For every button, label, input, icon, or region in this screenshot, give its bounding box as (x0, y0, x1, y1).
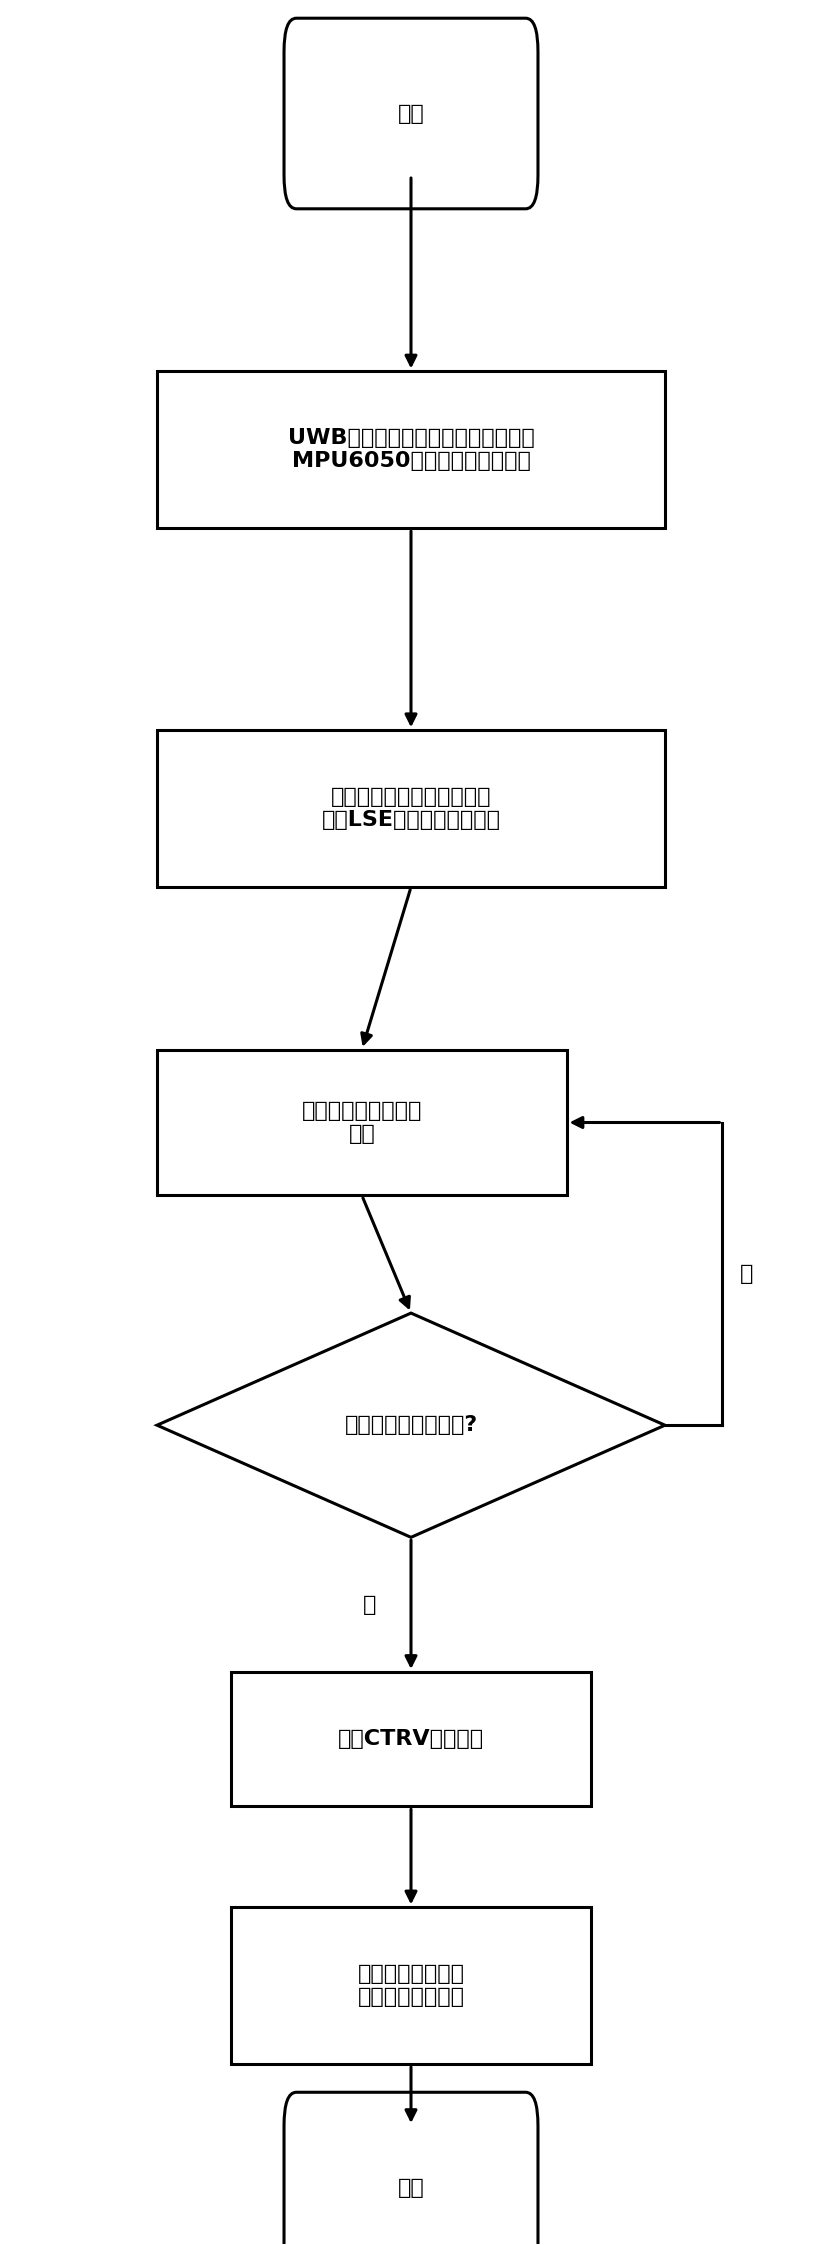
Polygon shape (157, 1313, 665, 1538)
FancyBboxPatch shape (284, 18, 538, 209)
FancyBboxPatch shape (284, 2092, 538, 2245)
Text: 否: 否 (740, 1264, 754, 1284)
Text: 修正值小于设定阈值?: 修正值小于设定阈值? (344, 1414, 478, 1435)
Bar (157, 730, 665, 887)
Text: 结束: 结束 (398, 2178, 424, 2198)
Text: UWB测距模块获取基站到目标的距离
MPU6050获取加速度和航向角: UWB测距模块获取基站到目标的距离 MPU6050获取加速度和航向角 (288, 429, 534, 471)
Text: 输入CTRV运动模型: 输入CTRV运动模型 (338, 1729, 484, 1749)
Bar (157, 1051, 566, 1194)
Text: 扩展的卡尔曼滤波
获得最优估计坐标: 扩展的卡尔曼滤波 获得最优估计坐标 (358, 1964, 464, 2007)
Bar (231, 1673, 591, 1807)
Text: 距离信息输入三边定位模型
利用LSE解出初始观测坐标: 距离信息输入三边定位模型 利用LSE解出初始观测坐标 (321, 788, 501, 831)
Bar (157, 370, 665, 528)
Text: 开始: 开始 (398, 103, 424, 123)
Bar (231, 1908, 591, 2063)
Text: 是: 是 (363, 1594, 376, 1614)
Text: 泰勒展开修正坐标观
测值: 泰勒展开修正坐标观 测值 (302, 1100, 422, 1145)
